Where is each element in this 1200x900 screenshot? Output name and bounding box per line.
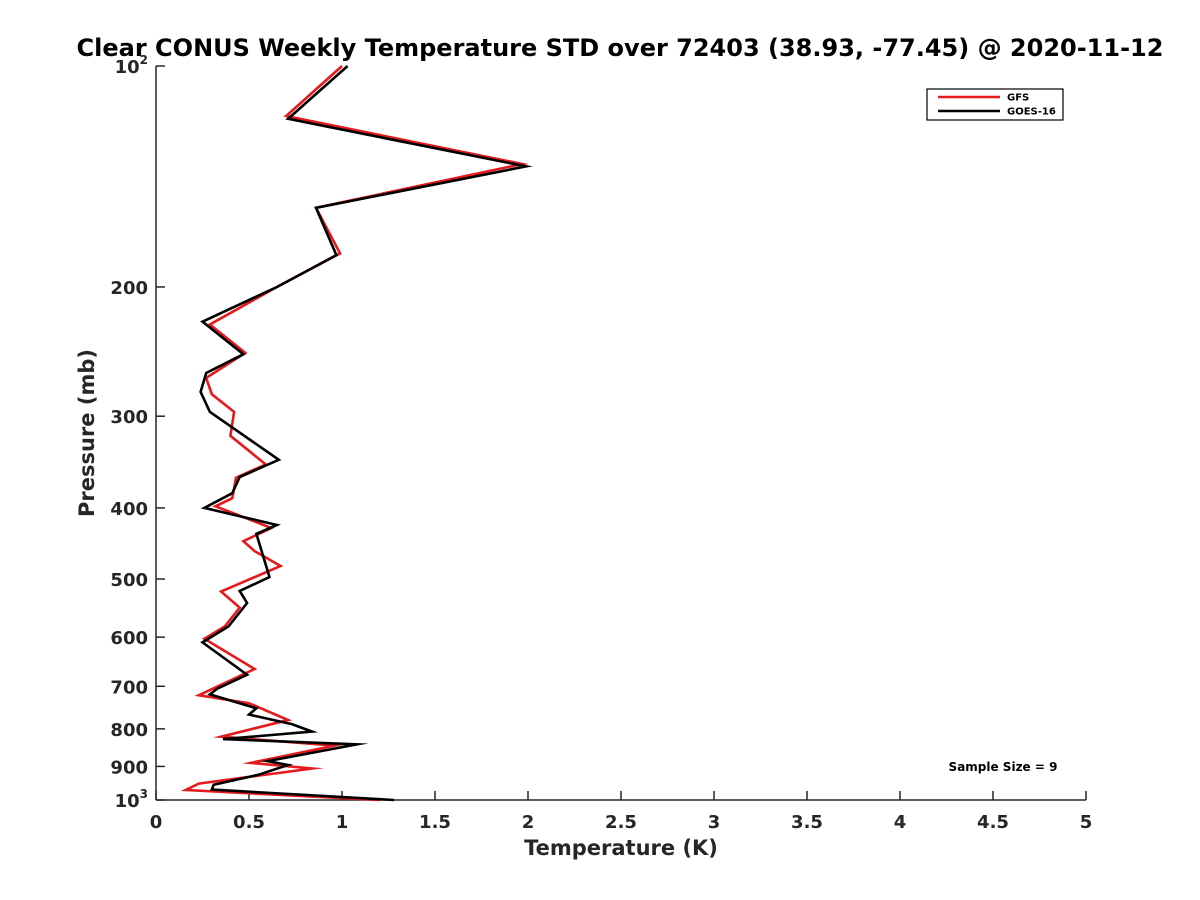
y-tick-base: 10 (115, 57, 140, 78)
y-tick-label: 103 (115, 787, 148, 812)
x-tick-label: 2.5 (605, 812, 637, 833)
y-tick-exponent: 3 (140, 787, 148, 801)
x-axis-label: Temperature (K) (524, 836, 718, 860)
x-tick-label: 4.5 (977, 812, 1009, 833)
y-tick-label: 400 (110, 499, 148, 520)
x-tick-label: 3 (708, 812, 721, 833)
y-tick-label: 900 (110, 757, 148, 778)
x-axis-ticks: 0 0.5 1 1.5 2 2.5 3 3.5 4 4.5 5 (150, 791, 1093, 833)
sample-size-annotation: Sample Size = 9 (949, 760, 1058, 774)
y-tick-label: 500 (110, 570, 148, 591)
legend-items: GFS GOES-16 (938, 93, 1056, 118)
x-tick-label: 4 (894, 812, 907, 833)
legend-label: GOES-16 (1007, 107, 1056, 118)
x-tick-label: 5 (1080, 812, 1093, 833)
y-tick-label: 300 (110, 407, 148, 428)
y-tick-label: 600 (110, 628, 148, 649)
x-tick-label: 1.5 (419, 812, 451, 833)
y-tick-base: 10 (115, 791, 140, 812)
x-tick-label: 3.5 (791, 812, 823, 833)
y-tick-label: 700 (110, 677, 148, 698)
legend: GFS GOES-16 (926, 88, 1064, 121)
legend-box (926, 88, 1064, 121)
x-tick-label: 0 (150, 812, 163, 833)
y-tick-exponent: 2 (140, 53, 148, 67)
x-tick-label: 2 (522, 812, 535, 833)
y-tick-label: 800 (110, 720, 148, 741)
y-axis-label: Pressure (mb) (75, 349, 99, 517)
y-tick-label: 102 (115, 53, 148, 78)
x-tick-label: 1 (336, 812, 349, 833)
y-tick-label: 200 (110, 278, 148, 299)
series-layer (180, 65, 533, 802)
plot-area: 0 0.5 1 1.5 2 2.5 3 3.5 4 4.5 5 102200300400500600… (110, 53, 1092, 833)
chart-title: Clear CONUS Weekly Temperature STD over … (77, 34, 1164, 62)
legend-label: GFS (1007, 93, 1029, 104)
x-tick-label: 0.5 (233, 812, 265, 833)
series-line-goes-16 (199, 65, 533, 802)
